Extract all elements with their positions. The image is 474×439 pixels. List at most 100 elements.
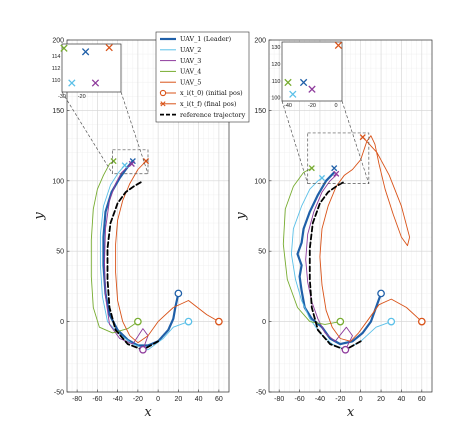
inset-y-tick-label: 110 [52, 78, 61, 84]
y-tick-label: 50 [56, 249, 64, 256]
final-position-marker [308, 165, 315, 172]
final-position-marker [318, 174, 326, 182]
legend-entry-label: reference trajectory [180, 111, 246, 119]
initial-position-marker [336, 317, 345, 326]
legend-entry-label: x_i(t_0) (initial pos) [180, 89, 243, 97]
zoom-connector [120, 91, 149, 174]
final-position-marker [333, 170, 340, 177]
legend-entry-label: UAV_3 [180, 57, 201, 65]
y-tick-label: 150 [254, 108, 266, 115]
series-line-uav-5 [115, 160, 220, 344]
y-tick-label: -50 [256, 390, 266, 397]
final-position-marker [142, 158, 150, 165]
legend-entry-label: x_i(t_f) (final pos) [180, 100, 236, 108]
x-tick-label: -60 [295, 396, 305, 403]
x-tick-label: 60 [215, 396, 223, 403]
x-axis-label: x [347, 405, 355, 420]
series-line-uav-3 [104, 163, 149, 351]
y-tick-label: 0 [262, 319, 266, 326]
series-line-uav-2 [99, 164, 189, 351]
y-tick-label: 0 [60, 319, 64, 326]
legend-circle-marker [159, 89, 167, 97]
series-line-uav-3 [305, 174, 353, 351]
inset-final-position-marker [60, 44, 68, 52]
series-line-uav-4 [282, 167, 341, 325]
right-panel: -80 -60 -40 -20 0 20 40 60 -50 0 50 100 150 200 x y -40 -… [234, 38, 433, 420]
inset-y-tick-label: 114 [52, 54, 61, 60]
legend-entry-label: UAV_4 [180, 68, 201, 76]
inset-y-tick-label: 120 [271, 62, 280, 68]
inset-frame [281, 41, 343, 102]
x-tick-label: 40 [398, 396, 406, 403]
x-tick-label: -40 [315, 396, 325, 403]
x-tick-label: 40 [195, 396, 203, 403]
x-tick-label: -40 [113, 396, 123, 403]
series-line-uav-4 [90, 160, 139, 334]
y-tick-label: 50 [258, 249, 266, 256]
inset-x-tick-label: -40 [284, 103, 292, 109]
inset-final-position-marker [299, 78, 308, 87]
inset-y-tick-label: 100 [271, 96, 280, 102]
zoom-connector [281, 100, 309, 184]
initial-position-marker [377, 289, 385, 298]
inset-final-position-marker [308, 85, 316, 93]
x-tick-label: 20 [174, 396, 182, 403]
inset-final-position-marker [289, 90, 297, 98]
y-tick-label: 100 [52, 178, 64, 185]
x-tick-label: -60 [92, 396, 102, 403]
x-tick-label: 0 [156, 396, 160, 403]
axes-frame [66, 39, 230, 393]
inset-x-tick-label: -30 [58, 94, 66, 100]
zoom-connector [341, 100, 370, 184]
initial-position-marker [174, 289, 183, 298]
x-tick-label: -80 [274, 396, 284, 403]
series-line-reference-trajectory [308, 181, 362, 351]
inset-final-position-marker [334, 41, 343, 50]
inset-y-tick-label: 130 [271, 45, 280, 51]
legend-cross-marker [160, 101, 166, 107]
x-tick-label: 60 [418, 396, 426, 403]
final-position-marker [110, 158, 117, 165]
x-tick-label: -20 [335, 396, 345, 403]
initial-position-marker [139, 345, 147, 354]
inset-x-tick-label: -20 [308, 103, 316, 109]
zoom-box [307, 132, 370, 184]
initial-position-marker [417, 317, 426, 326]
y-axis-label: y [234, 212, 249, 221]
inset-y-tick-label: 112 [52, 66, 61, 72]
major-grid [269, 39, 432, 393]
x-tick-label: -80 [72, 396, 82, 403]
zoom-connector [61, 91, 113, 174]
inset-y-tick-label: 110 [272, 79, 281, 85]
y-tick-label: -50 [54, 390, 64, 397]
initial-position-marker [134, 317, 142, 326]
x-axis-label: x [144, 405, 152, 420]
y-tick-label: 100 [254, 178, 266, 185]
final-position-marker [128, 160, 135, 167]
inset-frame [61, 43, 122, 93]
legend-entry-label: UAV_1 (Leader) [180, 35, 231, 43]
legend-entry-label: UAV_5 [180, 78, 201, 86]
inset-x-tick-label: 0 [334, 103, 337, 109]
initial-position-marker [184, 317, 193, 326]
y-tick-label: 200 [254, 38, 266, 45]
series-line-uav-5 [319, 135, 423, 342]
initial-position-marker [215, 317, 223, 326]
legend-entry-label: UAV_2 [180, 46, 201, 54]
initial-position-marker [387, 317, 396, 326]
inset-final-position-marker [81, 48, 90, 56]
inset-x-tick-label: -20 [78, 94, 86, 100]
initial-position-marker [341, 345, 350, 354]
y-tick-label: 200 [52, 38, 64, 45]
final-position-marker [121, 162, 128, 169]
final-position-marker [331, 165, 338, 172]
inset-final-position-marker [91, 79, 100, 87]
x-tick-label: 20 [377, 396, 385, 403]
axes-frame [268, 39, 433, 393]
zoom-box [112, 149, 149, 175]
y-tick-label: 150 [52, 108, 64, 115]
final-position-marker [359, 134, 366, 141]
inset-final-position-marker [68, 79, 76, 87]
inset-final-position-marker [284, 78, 292, 87]
